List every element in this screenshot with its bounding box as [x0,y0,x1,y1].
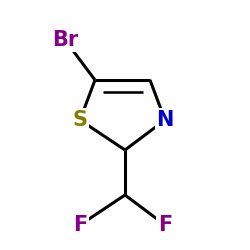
Text: N: N [156,110,174,130]
Text: Br: Br [52,30,78,50]
Text: F: F [158,215,172,235]
Text: S: S [72,110,88,130]
Text: F: F [73,215,87,235]
